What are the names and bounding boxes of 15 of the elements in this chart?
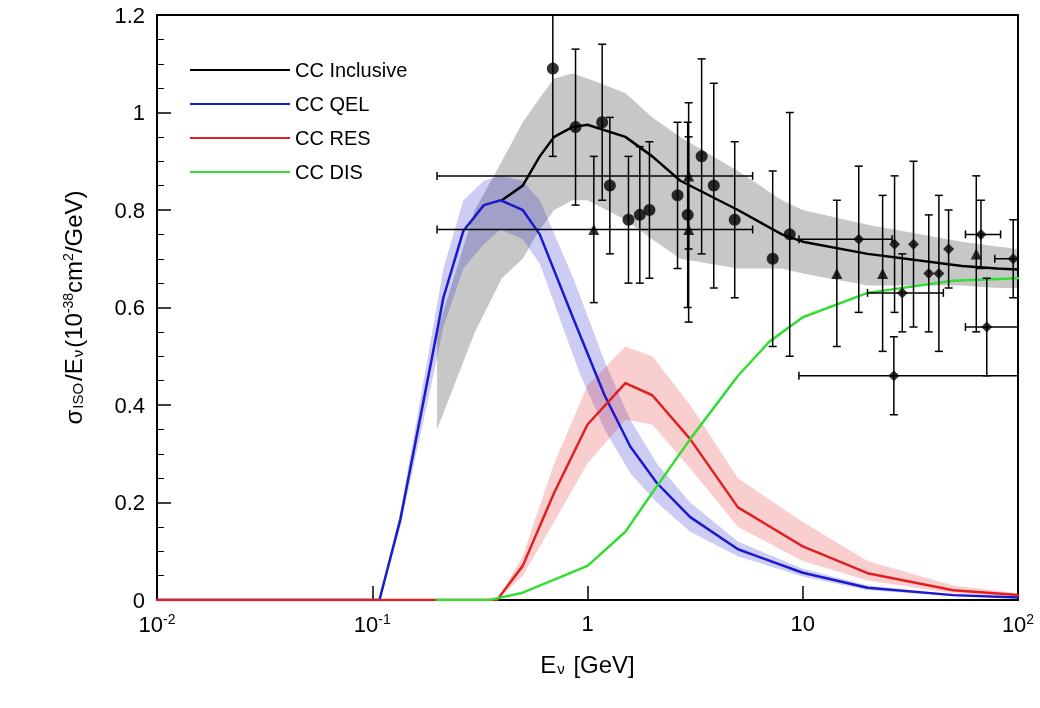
- text: σISO/Eν(10-38cm2/GeV): [59, 190, 87, 425]
- x-axis-title: Eν [GeV]: [540, 650, 635, 678]
- y-tick-label: 1.2: [114, 2, 145, 28]
- y-tick-label: 0: [132, 587, 145, 613]
- y-tick-label: 0.8: [114, 197, 145, 223]
- x-tick-label: 1: [581, 610, 594, 636]
- y-tick-label: 0.2: [114, 490, 145, 515]
- legend-label: CC RES: [295, 127, 371, 149]
- legend-label: CC DIS: [295, 161, 363, 183]
- y-tick-label: 0.6: [114, 295, 145, 320]
- y-tick-label: 1: [132, 100, 145, 125]
- y-tick-label: 0.4: [114, 392, 145, 418]
- legend-label: CC QEL: [295, 93, 370, 115]
- legend-label: CC Inclusive: [295, 59, 408, 81]
- x-tick-label: 10: [790, 610, 815, 636]
